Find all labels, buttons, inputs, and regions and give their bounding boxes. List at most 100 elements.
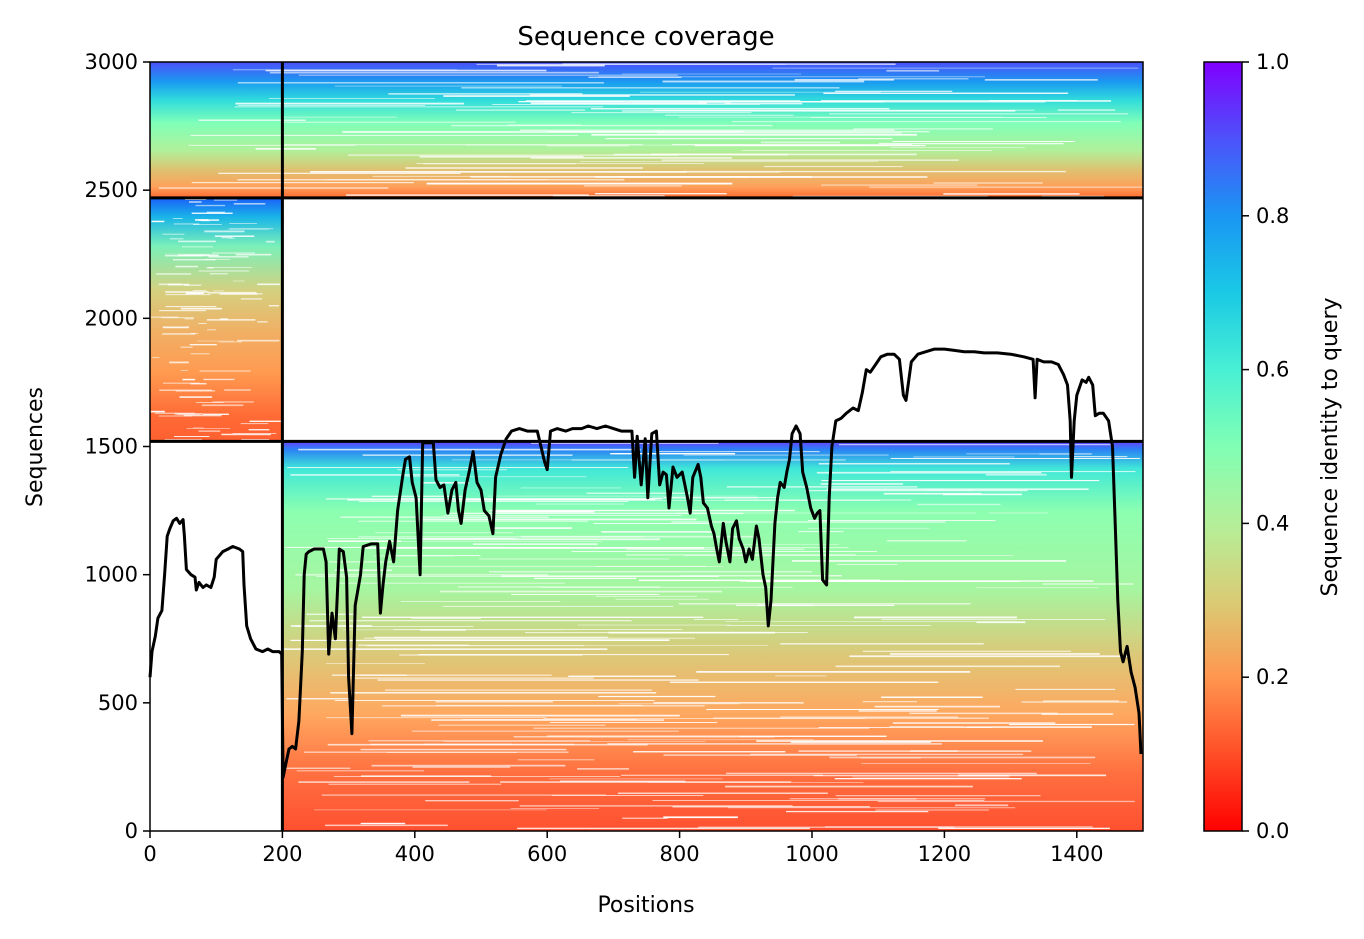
- sequence-gap: [163, 382, 200, 384]
- sequence-gap: [517, 759, 595, 761]
- sequence-gap: [368, 740, 591, 742]
- sequence-gap: [724, 499, 912, 501]
- sequence-gap: [615, 598, 709, 600]
- sequence-gap: [519, 805, 793, 807]
- colorbar-tick-label: 0.0: [1256, 819, 1289, 843]
- sequence-gap: [294, 626, 474, 627]
- sequence-gap: [249, 420, 282, 422]
- sequence-gap: [607, 743, 942, 745]
- sequence-gap: [684, 555, 1014, 556]
- sequence-gap: [1015, 688, 1116, 690]
- sequence-gap: [174, 413, 203, 415]
- sequence-gap: [500, 781, 792, 783]
- sequence-gap: [807, 527, 930, 529]
- sequence-gap: [531, 442, 719, 444]
- sequence-gap: [551, 795, 704, 796]
- sequence-gap: [198, 119, 306, 121]
- sequence-gap: [955, 804, 1009, 807]
- sequence-gap: [280, 121, 516, 123]
- sequence-gap: [655, 451, 820, 453]
- sequence-gap: [627, 739, 814, 741]
- sequence-gap: [169, 361, 189, 364]
- sequence-gap: [591, 133, 917, 136]
- sequence-gap: [431, 719, 664, 721]
- sequence-gap: [938, 827, 1110, 829]
- sequence-gap: [651, 153, 917, 156]
- sequence-gap: [756, 740, 1043, 742]
- colorbar-gradient: [1203, 61, 1243, 832]
- sequence-gap: [529, 94, 795, 96]
- sequence-gap: [439, 590, 723, 593]
- colorbar: 0.0 0.2 0.4 0.6 0.8 1.0 Sequence identity to …: [1203, 50, 1343, 843]
- sequence-gap: [419, 155, 584, 158]
- sequence-gap: [162, 326, 189, 329]
- sequence-gap: [881, 619, 1106, 620]
- sequence-gap: [839, 444, 1111, 446]
- sequence-gap: [167, 283, 190, 286]
- sequence-gap: [789, 798, 986, 800]
- sequence-gap: [821, 480, 1100, 482]
- plot-area: [148, 61, 1144, 832]
- sequence-gap: [165, 294, 211, 296]
- sequence-gap: [835, 665, 1060, 668]
- sequence-gap: [372, 541, 602, 542]
- sequence-gap: [853, 128, 993, 130]
- sequence-gap: [213, 290, 224, 292]
- sequence-gap: [890, 653, 1100, 655]
- sequence-gap: [400, 714, 680, 717]
- sequence-gap: [653, 702, 804, 704]
- sequence-gap: [824, 826, 1093, 828]
- sequence-gap: [326, 179, 548, 180]
- sequence-gap: [169, 238, 184, 240]
- sequence-gap: [496, 64, 605, 67]
- sequence-gap: [237, 82, 605, 84]
- sequence-gap: [162, 233, 185, 235]
- sequence-gap: [196, 340, 234, 342]
- sequence-gap: [798, 750, 1032, 752]
- sequence-gap: [621, 73, 802, 75]
- sequence-gap: [190, 353, 210, 355]
- sequence-gap: [178, 240, 216, 243]
- sequence-gap: [296, 770, 424, 772]
- sequence-gap: [593, 523, 711, 524]
- sequence-gap: [421, 538, 661, 541]
- sequence-gap: [792, 560, 1067, 562]
- sequence-gap: [290, 474, 460, 476]
- sequence-gap: [858, 78, 969, 80]
- sequence-gap: [195, 204, 226, 207]
- sequence-gap: [671, 521, 946, 523]
- sequence-gap: [461, 87, 840, 89]
- sequence-gap: [232, 433, 277, 434]
- sequence-gap: [647, 782, 864, 783]
- sequence-gap: [158, 415, 192, 417]
- sequence-gap: [281, 116, 397, 118]
- sequence-gap: [1043, 700, 1119, 702]
- sequence-gap: [443, 741, 706, 742]
- sequence-gap: [657, 132, 903, 134]
- sequence-gap: [672, 144, 913, 146]
- sequence-gap: [282, 648, 608, 650]
- sequence-gap: [943, 193, 1080, 195]
- coverage-line: [148, 347, 1143, 779]
- sequence-gap: [235, 253, 272, 256]
- colorbar-tick-label: 1.0: [1256, 50, 1289, 74]
- sequence-gap: [334, 569, 392, 572]
- sequence-gap: [233, 203, 266, 205]
- sequence-gap: [269, 71, 599, 74]
- coverage-blocks: [150, 62, 1143, 831]
- sequence-gap: [442, 605, 674, 607]
- sequence-gap: [663, 754, 857, 756]
- sequence-gap: [757, 604, 895, 606]
- sequence-gap: [206, 211, 226, 213]
- sequence-gap: [726, 486, 918, 488]
- sequence-gap: [836, 564, 898, 565]
- sequence-gap: [457, 586, 661, 588]
- sequence-gap: [192, 290, 207, 291]
- sequence-gap: [818, 463, 1010, 465]
- sequence-gap: [206, 319, 256, 321]
- sequence-gap: [188, 144, 356, 146]
- sequence-gap: [174, 436, 210, 437]
- sequence-gap: [823, 92, 1069, 94]
- sequence-gap: [473, 543, 598, 545]
